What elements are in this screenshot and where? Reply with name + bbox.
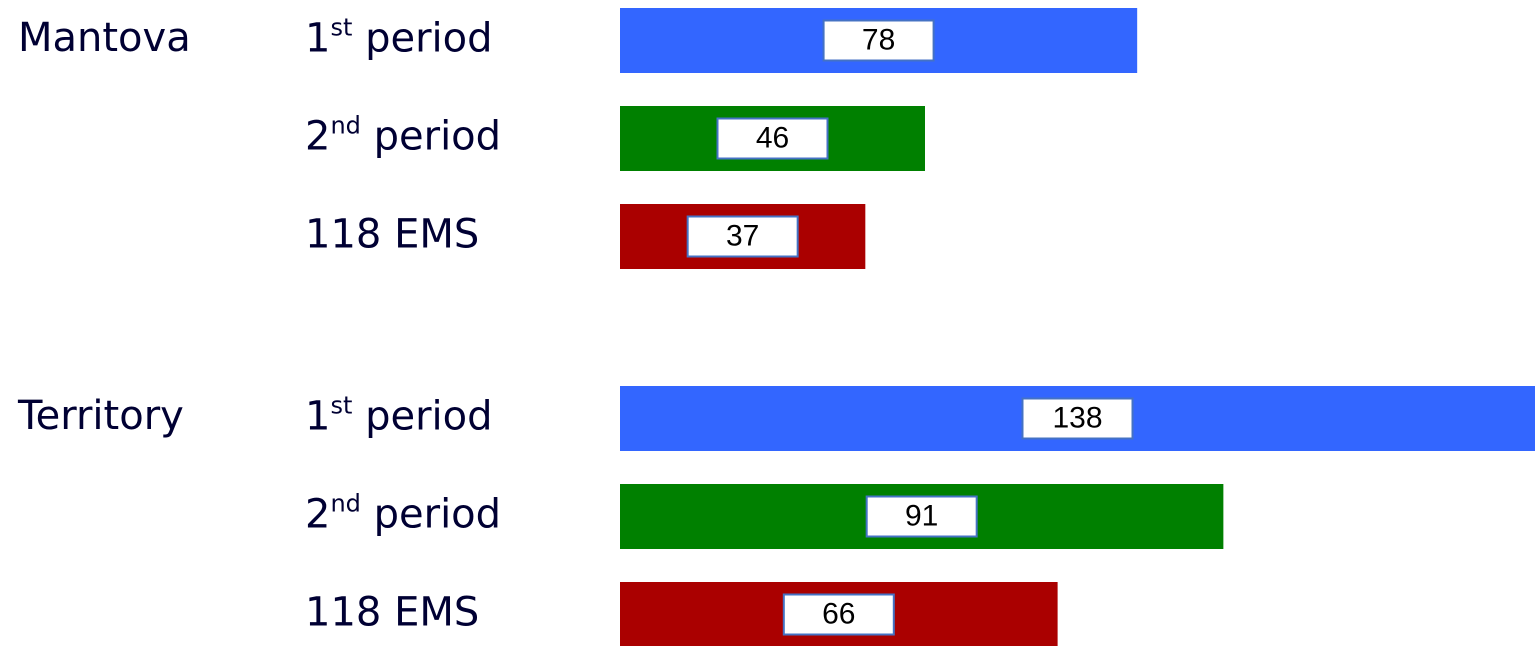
group-label: Territory: [17, 393, 184, 439]
series-label: 2nd period: [305, 490, 501, 538]
series-label: 1st period: [305, 392, 493, 440]
value-label: 138: [1052, 401, 1102, 434]
value-label-box: [1021, 397, 1134, 440]
value-label-box: [865, 495, 978, 538]
value-label: 91: [905, 499, 938, 532]
group-label: Mantova: [18, 15, 191, 61]
value-label-box: [686, 215, 799, 258]
series-label: 118 EMS: [305, 212, 479, 258]
value-label: 46: [756, 121, 789, 154]
value-label-box: [716, 117, 829, 160]
series-label: 118 EMS: [305, 590, 479, 636]
value-label-box: [782, 593, 895, 636]
value-label: 66: [822, 597, 855, 630]
value-label: 37: [726, 219, 759, 252]
series-label: 2nd period: [305, 112, 501, 160]
value-label: 78: [862, 23, 895, 56]
series-label: 1st period: [305, 14, 493, 62]
value-label-box: [822, 19, 935, 62]
